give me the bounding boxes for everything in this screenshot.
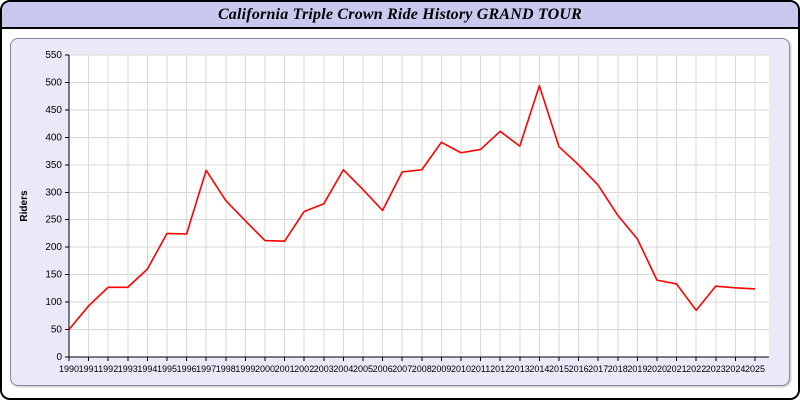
y-tick-label: 550: [45, 50, 62, 61]
x-tick-label: 2001: [275, 364, 295, 374]
y-tick-label: 0: [56, 352, 62, 363]
x-tick-label: 2016: [569, 364, 589, 374]
chart-title: California Triple Crown Ride History GRA…: [217, 5, 583, 23]
x-tick-label: 2004: [333, 364, 353, 374]
y-tick-label: 200: [45, 242, 62, 253]
y-tick-label: 400: [45, 132, 62, 143]
y-axis-label: Riders: [19, 190, 30, 222]
title-bar: California Triple Crown Ride History GRA…: [2, 2, 798, 29]
x-tick-label: 2009: [431, 364, 451, 374]
x-tick-label: 2025: [745, 364, 765, 374]
x-tick-label: 2010: [451, 364, 471, 374]
y-tick-label: 350: [45, 160, 62, 171]
series-line: [68, 84, 756, 331]
plot-background: [69, 55, 769, 357]
x-tick-label: 2005: [353, 364, 373, 374]
x-tick-label: 2018: [608, 364, 628, 374]
x-tick-label: 2020: [647, 364, 667, 374]
content-area: 0 50 100 150 200 250 300 350 400 450 500 550 1990 199…: [2, 29, 798, 396]
x-tick-label: 1999: [235, 364, 255, 374]
x-tick-label: 2024: [725, 364, 745, 374]
x-tick-label: 2015: [549, 364, 569, 374]
x-tick-label: 1991: [79, 364, 99, 374]
x-tick-label: 2008: [412, 364, 432, 374]
y-tick-label: 150: [45, 270, 62, 281]
x-tick-label: 2000: [255, 364, 275, 374]
x-tick-label: 2014: [529, 364, 549, 374]
y-tick-label: 100: [45, 297, 62, 308]
y-tick-label: 50: [51, 325, 63, 336]
x-tick-label: 1996: [177, 364, 197, 374]
x-tick-label: 2013: [510, 364, 530, 374]
x-tick-label: 2002: [294, 364, 314, 374]
x-tick-label: 2011: [471, 364, 490, 374]
x-tick-label: 1990: [59, 364, 79, 374]
x-tick-label: 2003: [314, 364, 334, 374]
x-tick-label: 2007: [392, 364, 412, 374]
x-tick-label: 2019: [627, 364, 647, 374]
x-tick-label: 2017: [588, 364, 608, 374]
y-tick-label: 300: [45, 187, 62, 198]
x-tick-label: 1994: [137, 364, 157, 374]
y-tick-label: 500: [45, 77, 62, 88]
x-tick-label: 1992: [98, 364, 118, 374]
x-tick-label: 2021: [667, 364, 687, 374]
y-tick-label: 250: [45, 215, 62, 226]
x-tick-label: 1993: [118, 364, 138, 374]
x-tick-label: 1997: [196, 364, 216, 374]
x-tick-label: 2022: [686, 364, 706, 374]
x-tick-label: 1995: [157, 364, 177, 374]
x-tick-label: 2012: [490, 364, 510, 374]
x-tick-label: 2006: [373, 364, 393, 374]
y-tick-label: 450: [45, 105, 62, 116]
x-tick-label: 2023: [706, 364, 726, 374]
x-tick-label: 1998: [216, 364, 236, 374]
chart-panel: 0 50 100 150 200 250 300 350 400 450 500 550 1990 199…: [10, 38, 790, 386]
